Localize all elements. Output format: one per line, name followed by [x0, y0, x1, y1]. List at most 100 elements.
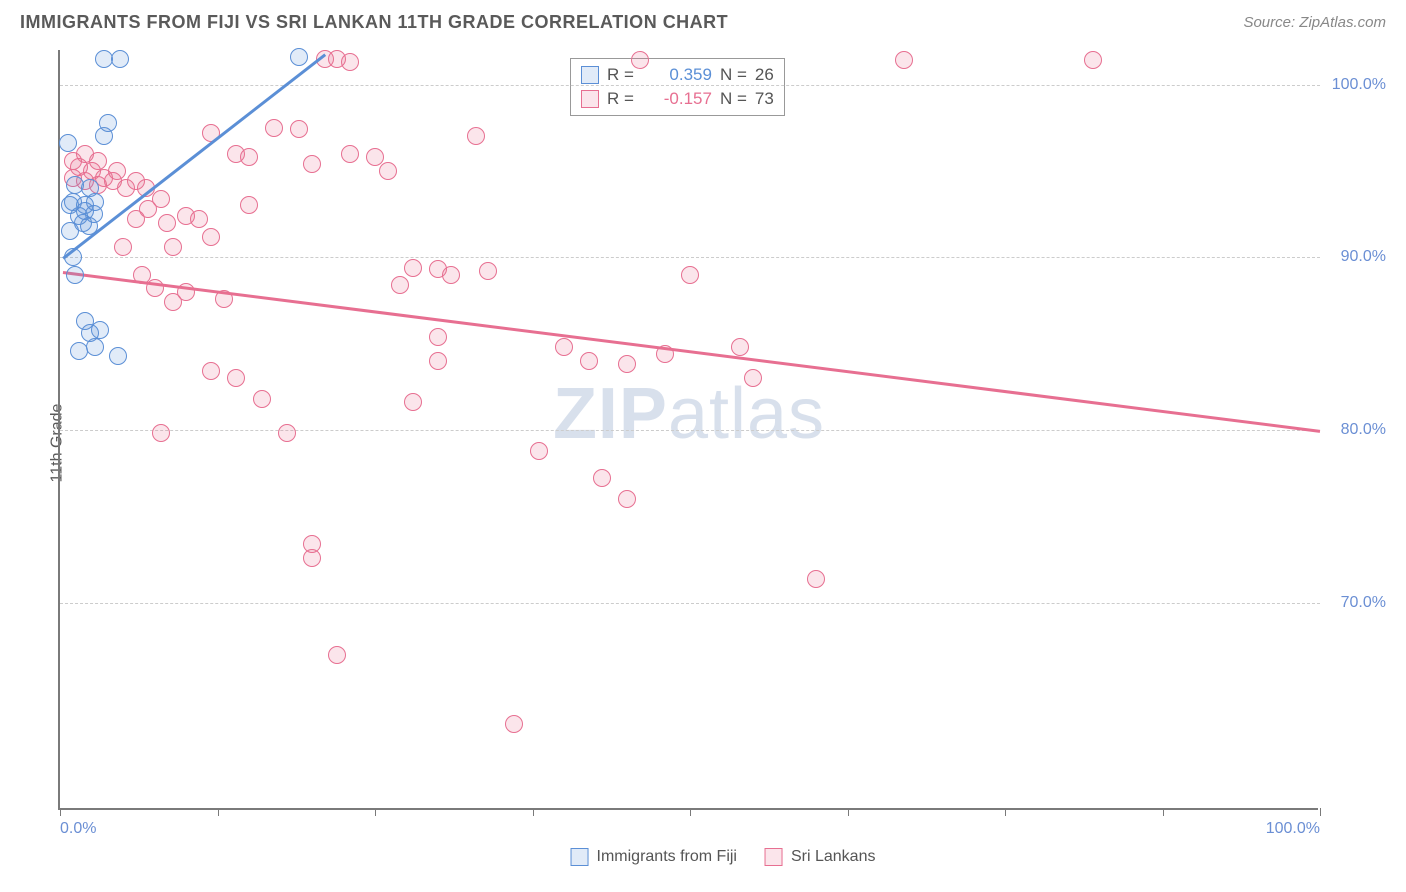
scatter-point — [681, 266, 699, 284]
x-tick-label: 100.0% — [1266, 820, 1320, 838]
scatter-point — [99, 114, 117, 132]
scatter-point — [593, 469, 611, 487]
scatter-point — [164, 238, 182, 256]
scatter-point — [341, 53, 359, 71]
scatter-point — [555, 338, 573, 356]
n-value: 26 — [755, 65, 774, 85]
legend-swatch — [765, 848, 783, 866]
scatter-point — [177, 283, 195, 301]
scatter-point — [618, 355, 636, 373]
legend-item: Immigrants from Fiji — [571, 848, 737, 866]
scatter-point — [404, 393, 422, 411]
x-tick — [60, 808, 61, 816]
legend-item: Sri Lankans — [765, 848, 876, 866]
scatter-point — [240, 196, 258, 214]
scatter-point — [404, 259, 422, 277]
legend-label: Immigrants from Fiji — [597, 848, 737, 866]
scatter-point — [429, 328, 447, 346]
scatter-point — [744, 369, 762, 387]
gridline-h — [60, 257, 1320, 258]
scatter-point — [61, 196, 79, 214]
y-tick-label: 90.0% — [1326, 248, 1386, 266]
scatter-point — [158, 214, 176, 232]
scatter-point — [328, 646, 346, 664]
stats-row: R = -0.157 N = 73 — [581, 87, 774, 111]
scatter-point — [64, 248, 82, 266]
scatter-point — [111, 50, 129, 68]
gridline-h — [60, 603, 1320, 604]
source-attribution: Source: ZipAtlas.com — [1243, 14, 1386, 31]
legend-label: Sri Lankans — [791, 848, 876, 866]
scatter-point — [108, 162, 126, 180]
x-tick — [375, 808, 376, 816]
watermark-text: ZIPatlas — [553, 373, 825, 455]
scatter-point — [114, 238, 132, 256]
x-tick — [1320, 808, 1321, 816]
scatter-point — [265, 119, 283, 137]
n-value: 73 — [755, 89, 774, 109]
scatter-point — [109, 347, 127, 365]
scatter-point — [580, 352, 598, 370]
scatter-point — [341, 145, 359, 163]
scatter-point — [442, 266, 460, 284]
scatter-point — [303, 155, 321, 173]
r-label: R = — [607, 65, 634, 85]
x-tick-label: 0.0% — [60, 820, 96, 838]
r-label: R = — [607, 89, 634, 109]
n-label: N = — [720, 89, 747, 109]
scatter-point — [202, 362, 220, 380]
chart-title: IMMIGRANTS FROM FIJI VS SRI LANKAN 11TH … — [20, 12, 728, 33]
scatter-point — [152, 190, 170, 208]
scatter-point — [290, 48, 308, 66]
scatter-point — [391, 276, 409, 294]
scatter-point — [631, 51, 649, 69]
scatter-point — [253, 390, 271, 408]
scatter-point — [95, 50, 113, 68]
scatter-point — [731, 338, 749, 356]
scatter-point — [215, 290, 233, 308]
scatter-point — [86, 338, 104, 356]
scatter-point — [152, 424, 170, 442]
scatter-point — [530, 442, 548, 460]
x-tick — [1005, 808, 1006, 816]
scatter-point — [467, 127, 485, 145]
gridline-h — [60, 430, 1320, 431]
x-tick — [218, 808, 219, 816]
scatter-point — [290, 120, 308, 138]
scatter-point — [1084, 51, 1102, 69]
legend-swatch — [581, 90, 599, 108]
x-tick — [1163, 808, 1164, 816]
x-tick — [533, 808, 534, 816]
plot-area: ZIPatlas R = 0.359 N = 26R = -0.157 N = … — [58, 50, 1318, 810]
scatter-point — [59, 134, 77, 152]
scatter-point — [202, 228, 220, 246]
y-tick-label: 80.0% — [1326, 421, 1386, 439]
chart-container: 11th Grade ZIPatlas R = 0.359 N = 26R = … — [58, 50, 1388, 836]
scatter-point — [807, 570, 825, 588]
scatter-point — [656, 345, 674, 363]
trend-line — [62, 271, 1320, 432]
gridline-h — [60, 85, 1320, 86]
legend-swatch — [571, 848, 589, 866]
scatter-point — [278, 424, 296, 442]
r-value: -0.157 — [642, 89, 712, 109]
x-tick — [690, 808, 691, 816]
scatter-point — [429, 352, 447, 370]
scatter-point — [240, 148, 258, 166]
r-value: 0.359 — [642, 65, 712, 85]
legend-swatch — [581, 66, 599, 84]
correlation-stats-box: R = 0.359 N = 26R = -0.157 N = 73 — [570, 58, 785, 116]
scatter-point — [146, 279, 164, 297]
scatter-point — [303, 549, 321, 567]
y-tick-label: 100.0% — [1326, 76, 1386, 94]
n-label: N = — [720, 65, 747, 85]
scatter-point — [227, 369, 245, 387]
scatter-point — [895, 51, 913, 69]
scatter-point — [89, 152, 107, 170]
scatter-point — [70, 342, 88, 360]
y-tick-label: 70.0% — [1326, 594, 1386, 612]
scatter-point — [379, 162, 397, 180]
scatter-point — [505, 715, 523, 733]
stats-row: R = 0.359 N = 26 — [581, 63, 774, 87]
scatter-point — [81, 179, 99, 197]
